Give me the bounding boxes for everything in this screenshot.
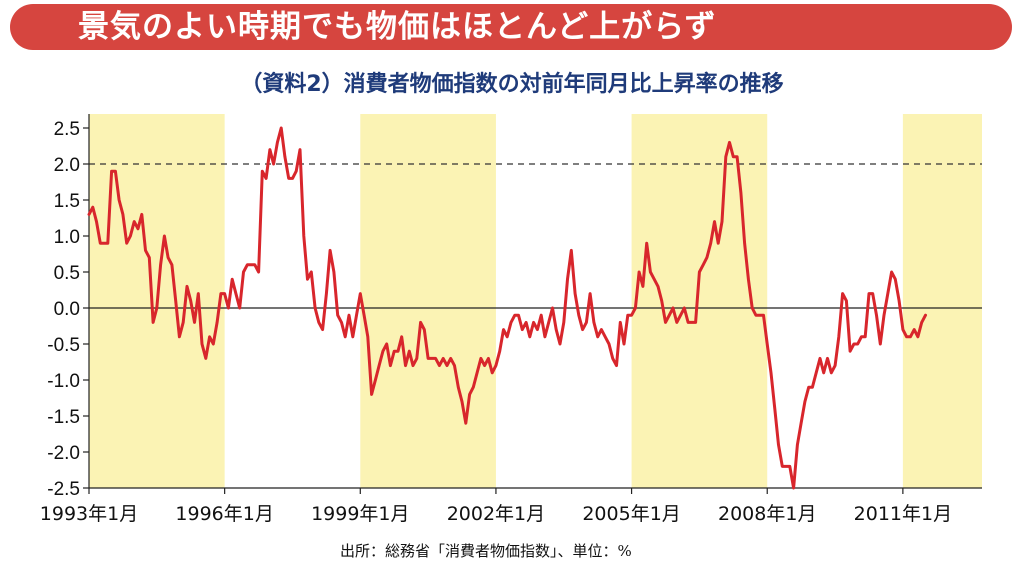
x-tick-label-3: 1999年1月 — [311, 503, 409, 525]
chart-title: （資料2）消費者物価指数の対前年同月比上昇率の推移 — [240, 72, 784, 97]
cpi-line-chart: 2.5 2.0 1.5 1.0 0.5 0.0 -0.5 -1.0 -1.5 -2.0 -2.5 19… — [40, 114, 982, 525]
y-tick-label-7: -0.5 — [47, 335, 80, 356]
y-tick-label-6: 0.0 — [54, 299, 80, 320]
cpi-series-line-1 — [87, 126, 927, 490]
y-tick-label-2: 2.0 — [54, 155, 80, 176]
x-tick-label-5: 2005年1月 — [582, 503, 680, 525]
shaded-period-2 — [360, 114, 496, 488]
x-tick-label-1: 1993年1月 — [40, 503, 138, 525]
y-tick-label-1: 2.5 — [54, 119, 80, 140]
y-tick-label-3: 1.5 — [54, 191, 80, 212]
headline-banner: 景気のよい時期でも物価はほとんど上がらず — [10, 4, 1012, 50]
y-tick-label-10: -2.0 — [47, 443, 80, 464]
x-tick-label-4: 2002年1月 — [447, 503, 545, 525]
y-tick-label-11: -2.5 — [47, 479, 80, 500]
y-tick-label-4: 1.0 — [54, 227, 80, 248]
y-tick-label-5: 0.5 — [54, 263, 80, 284]
headline-text: 景気のよい時期でも物価はほとんど上がらず — [78, 9, 717, 45]
x-tick-label-7: 2011年1月 — [854, 503, 952, 525]
y-tick-label-9: -1.5 — [47, 407, 80, 428]
x-tick-label-6: 2008年1月 — [718, 503, 816, 525]
y-tick-label-8: -1.0 — [47, 371, 80, 392]
source-note: 出所：総務省「消費者物価指数」、単位：% — [340, 542, 632, 560]
x-tick-label-2: 1996年1月 — [175, 503, 273, 525]
shaded-period-3 — [631, 114, 768, 488]
shaded-period-4 — [902, 114, 982, 488]
